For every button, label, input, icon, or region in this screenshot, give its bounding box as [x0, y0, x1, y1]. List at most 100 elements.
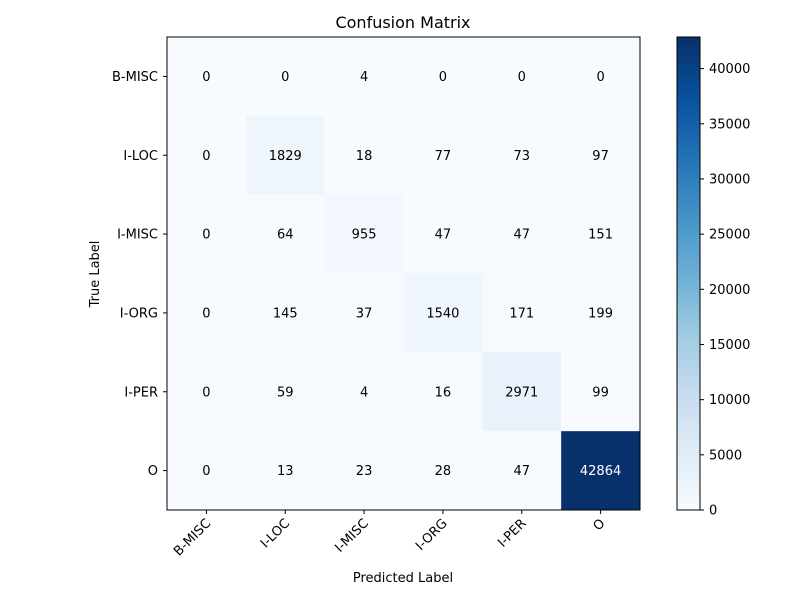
plot-frame: [166, 36, 641, 511]
heatmap-cell: [482, 37, 562, 117]
cell-value-label: 0: [202, 149, 210, 164]
cell-value-label: 47: [435, 228, 452, 243]
y-axis-label: True Label: [88, 241, 103, 309]
heatmap-cell: [167, 273, 247, 353]
cell-value-label: 0: [202, 70, 210, 85]
x-tick-label: I-ORG: [413, 516, 451, 554]
cell-value-label: 77: [435, 149, 452, 164]
cell-value-label: 23: [356, 464, 373, 479]
y-tick-label: O: [148, 464, 158, 479]
heatmap-cell: [245, 37, 326, 117]
cell-value-label: 0: [281, 70, 289, 85]
heatmap-cell: [245, 352, 326, 432]
cell-value-label: 0: [202, 385, 210, 400]
heatmap-cell: [245, 431, 326, 511]
cell-value-label: 199: [588, 306, 613, 321]
cell-value-label: 0: [202, 228, 210, 243]
heatmap-cell: [482, 115, 562, 196]
cell-value-label: 18: [356, 149, 373, 164]
cell-value-label: 4: [360, 70, 368, 85]
heatmap-cell: [561, 115, 641, 196]
heatmap-cell: [167, 37, 247, 117]
cell-value-label: 59: [277, 385, 294, 400]
cell-value-label: 47: [513, 464, 530, 479]
heatmap-cell: [482, 431, 562, 511]
cell-value-label: 145: [273, 306, 298, 321]
colorbar: [676, 36, 701, 511]
heatmap-cell: [561, 352, 641, 432]
colorbar-tick-label: 10000: [709, 393, 750, 408]
x-tick-label: O: [591, 516, 609, 534]
cell-value-label: 16: [435, 385, 452, 400]
heatmap-cell: [167, 115, 247, 196]
cell-value-label: 47: [513, 228, 530, 243]
heatmap-cell: [482, 194, 562, 274]
cell-value-label: 99: [592, 385, 609, 400]
cell-value-label: 28: [435, 464, 452, 479]
heatmap-cell: [324, 115, 404, 196]
colorbar-ticks: 0 5000 10000 15000 20000 25000 30000 35000 40000: [700, 62, 750, 519]
heatmap-cell: [324, 352, 404, 432]
cell-value-label: 171: [509, 306, 534, 321]
cell-value-label: 0: [596, 70, 604, 85]
heatmap-cell: [245, 273, 326, 353]
colorbar-tick-label: 0: [709, 504, 717, 519]
cell-value-label: 1829: [269, 149, 302, 164]
x-tick-label: I-MISC: [332, 516, 372, 556]
colorbar-tick-label: 5000: [709, 448, 742, 463]
cell-value-label: 97: [592, 149, 609, 164]
y-axis: B-MISC I-LOC I-MISC I-ORG I-PER O: [112, 70, 167, 479]
heatmap-cell: [403, 115, 483, 196]
heatmap-cell: [324, 194, 404, 274]
y-tick-label: I-MISC: [117, 228, 158, 243]
y-tick-label: I-ORG: [120, 306, 158, 321]
x-tick-label: I-PER: [495, 516, 529, 550]
heatmap-cell: [403, 273, 483, 353]
colorbar-tick-label: 20000: [709, 283, 750, 298]
y-tick-label: I-PER: [124, 385, 158, 400]
heatmap-cell: [167, 194, 247, 274]
heatmap-cell: [561, 431, 641, 511]
heatmap-cell: [482, 273, 562, 353]
cell-value-label: 42864: [580, 464, 621, 479]
heatmap-cell: [324, 273, 404, 353]
colorbar-tick-label: 25000: [709, 228, 750, 243]
heatmap-cell: [403, 352, 483, 432]
chart-title: Confusion Matrix: [335, 13, 470, 32]
x-tick-label: B-MISC: [171, 516, 214, 559]
heatmap-cell: [324, 37, 404, 117]
heatmap-cell: [324, 431, 404, 511]
cell-value-label: 64: [277, 228, 294, 243]
heatmap-cell: [403, 37, 483, 117]
heatmap-cell: [561, 273, 641, 353]
colorbar-tick-label: 30000: [709, 172, 750, 187]
x-tick-label: I-LOC: [258, 516, 293, 551]
heatmap-cell: [482, 352, 562, 432]
y-tick-label: B-MISC: [112, 70, 158, 85]
cell-value-label: 1540: [426, 306, 459, 321]
cell-value-label: 0: [518, 70, 526, 85]
cell-value-label: 955: [352, 228, 377, 243]
cell-value-label: 2971: [505, 385, 538, 400]
heatmap-cells: [167, 37, 641, 511]
cell-value-label: 0: [439, 70, 447, 85]
heatmap-cell: [167, 352, 247, 432]
heatmap-cell: [403, 194, 483, 274]
cell-value-label: 13: [277, 464, 294, 479]
colorbar-tick-label: 35000: [709, 117, 750, 132]
heatmap-cell: [561, 37, 641, 117]
colorbar-tick-label: 40000: [709, 62, 750, 77]
y-tick-label: I-LOC: [123, 149, 158, 164]
heatmap-cell: [561, 194, 641, 274]
cell-labels: 0 0 4 0 0 0 0 1829 18 77 73 97 0 64 955 47 47 151 0 145 37 15…: [202, 70, 621, 479]
x-axis-label: Predicted Label: [353, 571, 453, 586]
colorbar-tick-label: 15000: [709, 338, 750, 353]
cell-value-label: 0: [202, 464, 210, 479]
cell-value-label: 73: [513, 149, 530, 164]
cell-value-label: 37: [356, 306, 373, 321]
heatmap-cell: [167, 431, 247, 511]
heatmap-cell: [245, 115, 326, 196]
cell-value-label: 4: [360, 385, 368, 400]
x-axis: B-MISC I-LOC I-MISC I-ORG I-PER O: [171, 510, 608, 559]
